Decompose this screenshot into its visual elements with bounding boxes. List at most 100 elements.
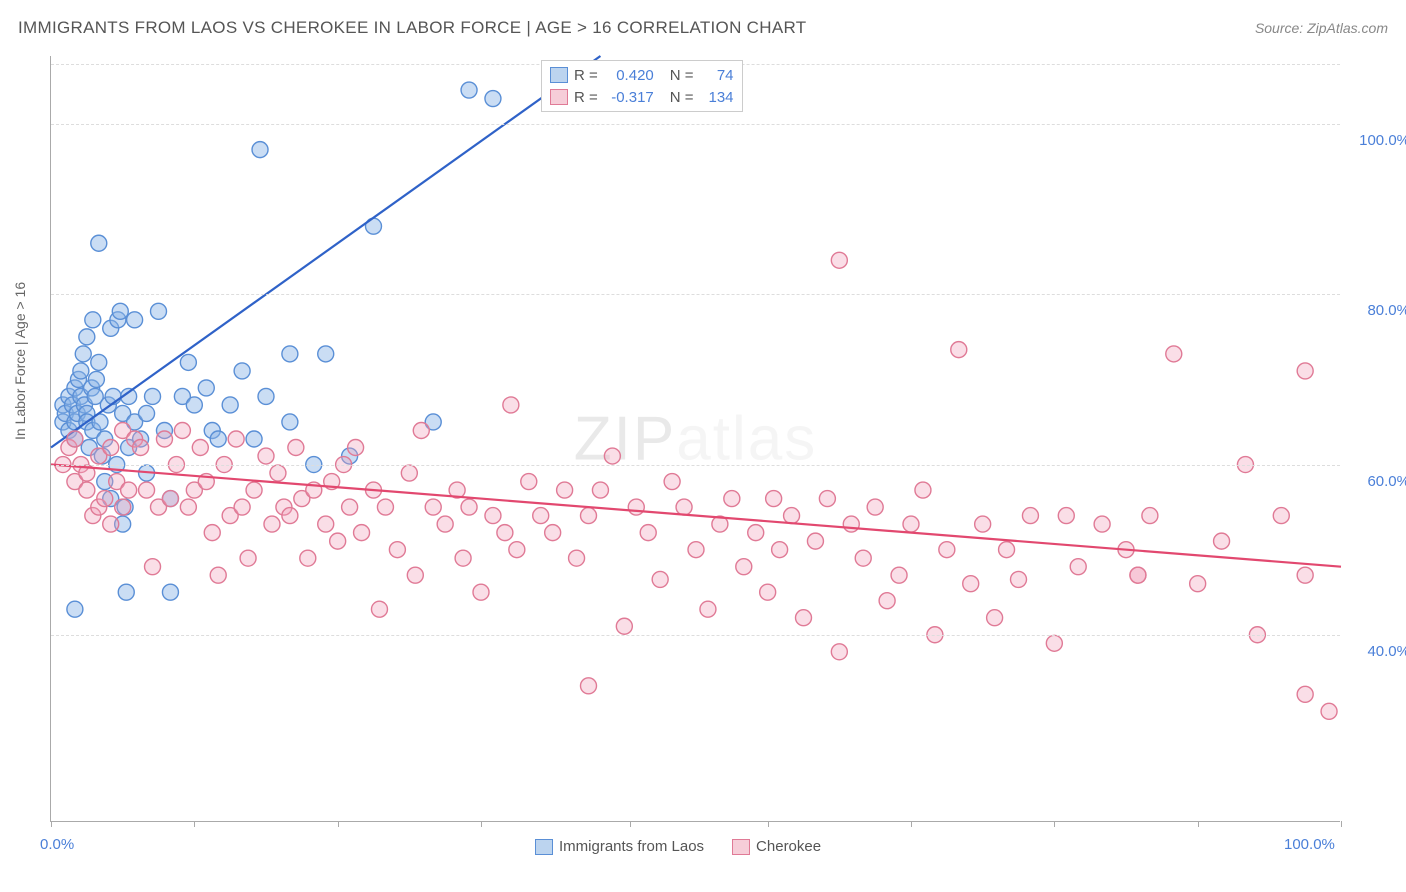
xtick-mark [194,821,195,827]
scatter-point [330,533,346,549]
scatter-point [103,516,119,532]
scatter-point [664,474,680,490]
scatter-point [831,644,847,660]
scatter-point [401,465,417,481]
scatter-point [75,346,91,362]
scatter-point [533,508,549,524]
scatter-point [413,422,429,438]
scatter-point [485,91,501,107]
scatter-point [461,499,477,515]
xtick-mark [911,821,912,827]
scatter-point [85,312,101,328]
scatter-point [879,593,895,609]
scatter-point [282,508,298,524]
legend-swatch [550,67,568,83]
scatter-point [509,542,525,558]
scatter-point [1058,508,1074,524]
scatter-point [557,482,573,498]
scatter-point [1166,346,1182,362]
scatter-point [228,431,244,447]
legend-n-label: N = [670,89,694,106]
scatter-point [628,499,644,515]
scatter-point [156,431,172,447]
legend-swatch [732,839,750,855]
scatter-point [180,354,196,370]
scatter-point [377,499,393,515]
scatter-point [437,516,453,532]
scatter-point [210,431,226,447]
scatter-point [760,584,776,600]
scatter-point [1046,635,1062,651]
legend-n-value: 134 [700,89,734,106]
xtick-label-left: 0.0% [40,836,74,853]
scatter-point [282,346,298,362]
scatter-point [1297,567,1313,583]
scatter-point [503,397,519,413]
scatter-point [425,499,441,515]
legend-r-label: R = [574,67,598,84]
scatter-point [151,303,167,319]
scatter-point [198,380,214,396]
xtick-mark [481,821,482,827]
scatter-point [748,525,764,541]
scatter-point [903,516,919,532]
legend-item: Cherokee [732,838,821,855]
scatter-point [222,397,238,413]
scatter-point [1142,508,1158,524]
xtick-label-right: 100.0% [1284,836,1335,853]
scatter-point [121,482,137,498]
legend-label: Immigrants from Laos [559,838,704,855]
scatter-point [1297,686,1313,702]
scatter-point [1190,576,1206,592]
scatter-point [843,516,859,532]
chart-title: IMMIGRANTS FROM LAOS VS CHEROKEE IN LABO… [18,18,806,38]
scatter-point [67,431,83,447]
trend-line [51,56,600,448]
legend-row: R =0.420N =74 [550,64,734,86]
scatter-point [342,499,358,515]
xtick-mark [768,821,769,827]
scatter-point [1094,516,1110,532]
scatter-point [282,414,298,430]
legend-bottom: Immigrants from Laos Cherokee [535,838,821,855]
legend-r-value: 0.420 [604,67,654,84]
xtick-mark [630,821,631,827]
scatter-point [1214,533,1230,549]
scatter-point [1321,703,1337,719]
gridline [51,635,1340,636]
scatter-point [569,550,585,566]
legend-item: Immigrants from Laos [535,838,704,855]
scatter-point [79,329,95,345]
scatter-point [604,448,620,464]
scatter-point [455,550,471,566]
scatter-point [264,516,280,532]
scatter-point [640,525,656,541]
y-axis-label: In Labor Force | Age > 16 [12,282,28,440]
scatter-point [246,482,262,498]
scatter-point [461,82,477,98]
ytick-label: 60.0% [1367,473,1406,490]
scatter-point [772,542,788,558]
scatter-point [318,346,334,362]
scatter-point [234,499,250,515]
xtick-mark [1341,821,1342,827]
scatter-point [819,491,835,507]
scatter-point [407,567,423,583]
scatter-point [270,465,286,481]
legend-label: Cherokee [756,838,821,855]
scatter-point [891,567,907,583]
scatter-point [473,584,489,600]
scatter-point [133,440,149,456]
scatter-point [318,516,334,532]
scatter-point [581,508,597,524]
scatter-point [258,388,274,404]
scatter-point [192,440,208,456]
scatter-point [867,499,883,515]
legend-n-label: N = [670,67,694,84]
legend-r-value: -0.317 [604,89,654,106]
ytick-label: 80.0% [1367,302,1406,319]
legend-swatch [550,89,568,105]
scatter-point [796,610,812,626]
scatter-point [521,474,537,490]
scatter-point [300,550,316,566]
